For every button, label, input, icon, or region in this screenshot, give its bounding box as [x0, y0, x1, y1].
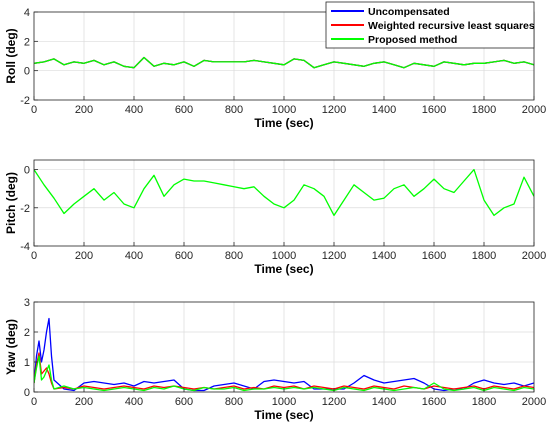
x-tick-label: 800 [225, 104, 243, 116]
x-tick-label: 200 [75, 104, 93, 116]
series-line-1 [34, 168, 534, 217]
x-tick-label: 200 [75, 250, 93, 262]
x-tick-label: 400 [125, 250, 143, 262]
series-line-3 [34, 56, 534, 69]
x-tick-label: 1200 [322, 104, 346, 116]
x-tick-label: 1000 [272, 250, 296, 262]
x-tick-label: 1400 [372, 396, 396, 408]
subplot-1: 0 200 400 600 800 1000 1200 1400 1600 1800 2000-20… [4, 1, 546, 130]
series-line-3 [34, 355, 534, 392]
legend: Uncompensated Weighted recursive least sq… [325, 1, 535, 49]
x-tick-label: 1800 [472, 396, 496, 408]
x-axis-label: Time (sec) [254, 408, 313, 422]
x-tick-label: 1000 [272, 104, 296, 116]
x-tick-label: 2000 [522, 104, 546, 116]
x-tick-label: 1400 [372, 250, 396, 262]
y-tick-label: -2 [20, 203, 30, 215]
x-axis-label: Time (sec) [254, 262, 313, 276]
y-tick-label: 0 [24, 66, 30, 78]
x-tick-label: 800 [225, 250, 243, 262]
x-tick-label: 2000 [522, 396, 546, 408]
x-tick-label: 0 [31, 250, 37, 262]
x-tick-label: 1200 [322, 396, 346, 408]
y-axis-label: Yaw (deg) [4, 319, 18, 375]
x-tick-label: 400 [125, 396, 143, 408]
y-tick-label: 4 [24, 7, 30, 19]
subplot-3: 0 200 400 600 800 1000 1200 1400 1600 1800 2000 0 1 2… [4, 297, 546, 422]
y-axis-label: Roll (deg) [4, 28, 18, 83]
y-tick-label: 2 [24, 327, 30, 339]
x-tick-label: 600 [175, 104, 193, 116]
x-tick-label: 1600 [422, 104, 446, 116]
x-tick-label: 200 [75, 396, 93, 408]
y-axis-label: Pitch (deg) [4, 172, 18, 234]
legend-label-1: Uncompensated [368, 6, 450, 18]
x-tick-label: 0 [31, 104, 37, 116]
x-tick-label: 1000 [272, 396, 296, 408]
legend-label-3: Proposed method [368, 34, 457, 46]
y-tick-label: 0 [24, 165, 30, 177]
x-tick-label: 1200 [322, 250, 346, 262]
x-tick-label: 1400 [372, 104, 396, 116]
y-tick-label: 1 [24, 357, 30, 369]
x-tick-label: 1600 [422, 396, 446, 408]
y-tick-label: 2 [24, 36, 30, 48]
x-axis-label: Time (sec) [254, 116, 313, 130]
y-tick-label: -4 [20, 241, 30, 253]
subplot-2: 0 200 400 600 800 1000 1200 1400 1600 1800 2000 -4 -… [4, 159, 546, 276]
x-tick-label: 600 [175, 396, 193, 408]
x-tick-label: 800 [225, 396, 243, 408]
x-tick-label: 1600 [422, 250, 446, 262]
x-tick-label: 2000 [522, 250, 546, 262]
x-tick-label: 0 [31, 396, 37, 408]
y-tick-label: 3 [24, 297, 30, 309]
legend-label-2: Weighted recursive least squares [368, 20, 535, 32]
x-tick-label: 600 [175, 250, 193, 262]
y-tick-label: -2 [20, 95, 30, 107]
x-tick-label: 400 [125, 104, 143, 116]
x-tick-label: 1800 [472, 104, 496, 116]
y-tick-label: 0 [24, 387, 30, 399]
x-tick-label: 1800 [472, 250, 496, 262]
